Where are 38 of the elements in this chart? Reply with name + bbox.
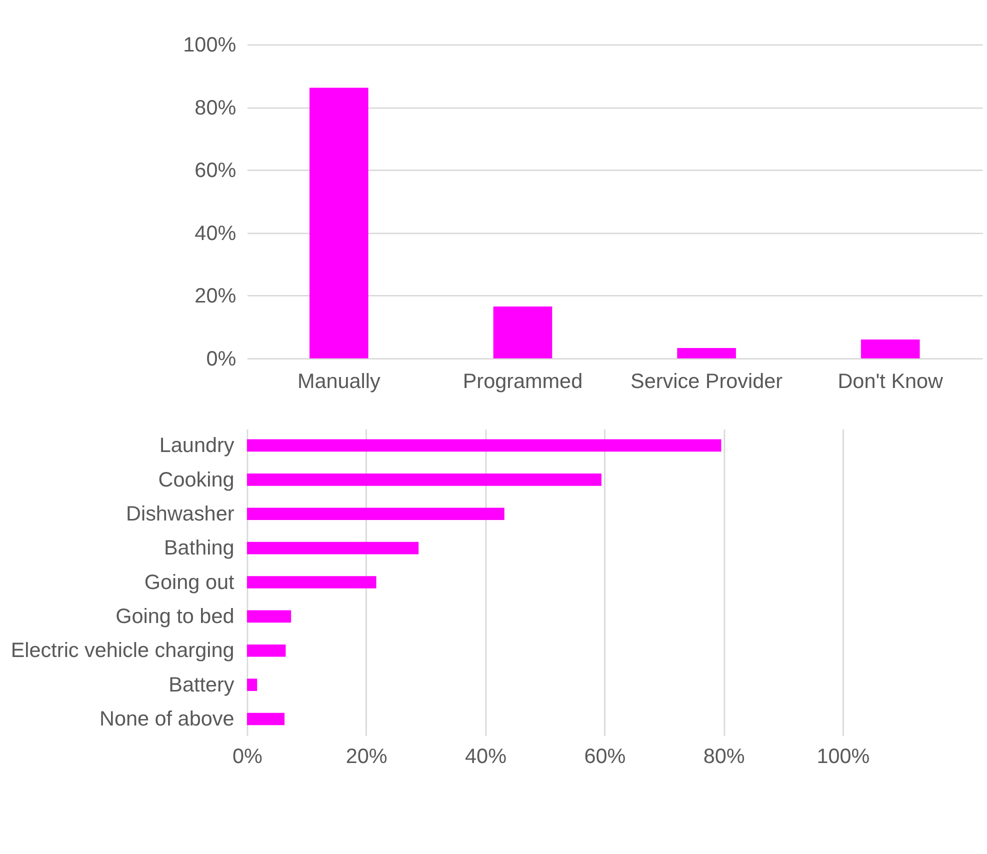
x-tick-label: 0% <box>232 745 262 768</box>
bar <box>246 644 286 657</box>
x-tick-label: Manually <box>297 370 381 394</box>
y-tick-label: 20% <box>194 284 236 308</box>
bar <box>246 576 376 588</box>
y-tick-label: None of above <box>99 708 234 731</box>
y-tick-label: 60% <box>194 159 236 182</box>
bar <box>246 439 722 452</box>
y-tick-label: Going out <box>144 570 234 594</box>
bar <box>246 610 292 623</box>
x-tick-label: 80% <box>703 745 745 768</box>
bar <box>246 712 285 726</box>
y-tick-label: Electric vehicle charging <box>10 639 234 662</box>
x-tick-label: Don't Know <box>838 370 944 394</box>
y-tick-label: 40% <box>194 222 236 245</box>
bar <box>246 508 504 520</box>
y-tick-label: Going to bed <box>116 605 234 628</box>
bar <box>493 306 552 358</box>
x-tick-label: 60% <box>584 745 626 768</box>
bar <box>860 340 920 358</box>
bar <box>309 88 368 358</box>
x-tick-label: 20% <box>346 745 388 768</box>
y-tick-label: Dishwasher <box>126 502 234 526</box>
y-tick-label: Battery <box>168 673 235 696</box>
bar <box>246 678 258 691</box>
y-tick-label: 0% <box>206 347 236 370</box>
x-tick-label: 100% <box>816 745 870 768</box>
y-tick-label: 80% <box>194 96 236 120</box>
bar <box>677 348 736 358</box>
bar <box>246 474 602 486</box>
bar <box>246 542 419 554</box>
y-tick-label: Bathing <box>164 536 234 560</box>
x-tick-label: 40% <box>465 745 507 768</box>
y-tick-label: 100% <box>183 34 236 57</box>
y-tick-label: Laundry <box>159 434 235 458</box>
x-tick-label: Programmed <box>462 370 583 394</box>
x-tick-label: Service Provider <box>630 370 783 394</box>
y-tick-label: Cooking <box>158 468 234 492</box>
